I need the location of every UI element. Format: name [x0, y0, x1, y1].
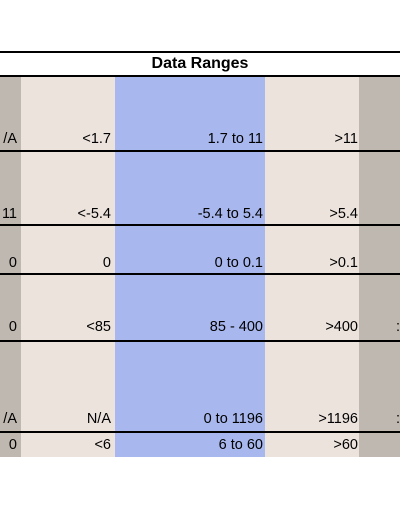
- table-cell: >1196: [318, 411, 358, 427]
- table-cell: N/A: [86, 411, 111, 427]
- table-title: Data Ranges: [0, 51, 400, 77]
- table-cell: 11: [1, 206, 17, 222]
- left-gray-column: [0, 77, 21, 457]
- table-cell: /A: [3, 411, 17, 427]
- table-cell: 1.7 to 11: [207, 131, 263, 147]
- table-cell: 0 to 0.1: [214, 255, 263, 271]
- table-cell: 85 - 400: [209, 319, 263, 335]
- table-cell: -5.4 to 5.4: [197, 206, 263, 222]
- table-cell: <-5.4: [77, 206, 111, 222]
- table-cell: >60: [333, 437, 358, 453]
- table-cell: <6: [94, 437, 111, 453]
- table-cell: 6 to 60: [218, 437, 263, 453]
- table-cell: /A: [3, 131, 17, 147]
- table-cell: >11: [334, 131, 358, 147]
- row-divider: [0, 273, 400, 275]
- table-cell: <85: [86, 319, 111, 335]
- table-cell: 0: [8, 255, 17, 271]
- table-cell: >5.4: [329, 206, 358, 222]
- low-range-column: [21, 77, 115, 457]
- row-divider: [0, 340, 400, 342]
- table-cell: 0: [8, 437, 17, 453]
- table-cell: :: [396, 319, 400, 335]
- row-divider: [0, 431, 400, 433]
- high-range-column: [265, 77, 359, 457]
- normal-range-column: [115, 77, 265, 457]
- row-divider: [0, 150, 400, 152]
- row-divider: [0, 224, 400, 226]
- table-cell: :: [396, 411, 400, 427]
- table-cell: 0: [102, 255, 111, 271]
- table-cell: <1.7: [82, 131, 111, 147]
- table-cell: 0: [8, 319, 17, 335]
- right-gray-column: [359, 77, 400, 457]
- table-cell: 0 to 1196: [203, 411, 263, 427]
- table-cell: >0.1: [329, 255, 358, 271]
- table-cell: >400: [325, 319, 358, 335]
